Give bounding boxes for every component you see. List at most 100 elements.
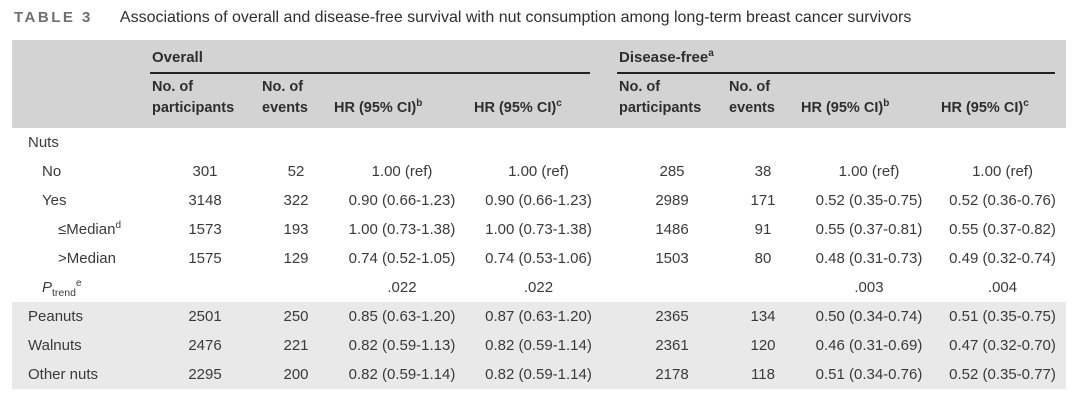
table-cell xyxy=(332,128,472,157)
group-header-disease-free: Disease-freea xyxy=(617,40,1067,74)
table-cell: 171 xyxy=(750,192,776,209)
table-cell: 0.74 (0.52-1.05) xyxy=(348,250,456,267)
results-table: Overall Disease-freea No. of participants… xyxy=(12,40,1067,389)
table-cell xyxy=(617,128,727,157)
table-row: Peanuts 2501 250 0.85 (0.63-1.20) 0.87 (… xyxy=(12,302,1067,331)
table-cell: 0.52 (0.35-0.77) xyxy=(939,360,1067,389)
table-cell: 120 xyxy=(727,331,799,360)
row-label-ptrend: Ptrende xyxy=(42,278,82,299)
row-label: >Median xyxy=(58,250,116,267)
footnote-marker: d xyxy=(115,220,121,231)
table-cell: 0.52 (0.35-0.75) xyxy=(815,192,923,209)
table-cell: 91 xyxy=(754,221,772,238)
col-header-hr-b: HR (95% CI)b xyxy=(332,74,472,128)
table-cell: 2989 xyxy=(655,192,689,209)
col-header-participants: No. of participants xyxy=(150,74,260,128)
table-cell: 0.55 (0.37-0.81) xyxy=(815,221,923,238)
footnote-marker: e xyxy=(75,278,82,289)
row-label: ≤Mediand xyxy=(58,220,121,239)
col-header-hr-b: HR (95% CI)b xyxy=(799,74,939,128)
column-spacer xyxy=(605,40,617,74)
table-cell: 285 xyxy=(659,163,685,180)
table-cell: 0.52 (0.36-0.76) xyxy=(949,192,1056,209)
column-spacer xyxy=(605,128,617,157)
table-row: Yes 3148 322 0.90 (0.66-1.23) 0.90 (0.66… xyxy=(12,186,1066,215)
group-underline: Overall xyxy=(150,50,590,74)
table-cell xyxy=(799,128,939,157)
table-cell: 0.82 (0.59-1.13) xyxy=(332,331,472,360)
table-cell xyxy=(260,128,332,157)
table-cell: 0.47 (0.32-0.70) xyxy=(939,331,1067,360)
column-spacer xyxy=(605,302,617,331)
table-cell: 2501 xyxy=(150,302,260,331)
table-cell: 193 xyxy=(283,221,309,238)
table-cell: 118 xyxy=(727,360,799,389)
table-cell: .022 xyxy=(387,279,417,296)
table-row: Other nuts 2295 200 0.82 (0.59-1.14) 0.8… xyxy=(12,360,1067,389)
table-row: ≤Mediand 1573 193 1.00 (0.73-1.38) 1.00 … xyxy=(12,215,1066,244)
table-cell: .004 xyxy=(987,279,1018,296)
group-header-overall: Overall xyxy=(150,40,605,74)
group-label: Disease-free xyxy=(619,49,709,66)
table-cell: 3148 xyxy=(188,192,222,209)
table-cell: 1486 xyxy=(655,221,689,238)
group-underline: Disease-freea xyxy=(617,48,1056,74)
table-cell: 1.00 (0.73-1.38) xyxy=(348,221,456,238)
footnote-marker: c xyxy=(556,98,562,110)
table-cell: 221 xyxy=(260,331,332,360)
table-cell xyxy=(150,128,260,157)
table-cell: 0.49 (0.32-0.74) xyxy=(949,250,1056,267)
row-label: Peanuts xyxy=(12,302,150,331)
table-cell: 1.00 (ref) xyxy=(838,163,900,180)
table-cell: 0.74 (0.53-1.06) xyxy=(485,250,592,267)
table-cell: 0.82 (0.59-1.14) xyxy=(332,360,472,389)
row-label: Walnuts xyxy=(12,331,150,360)
table-cell: 250 xyxy=(260,302,332,331)
table-cell: 1.00 (ref) xyxy=(508,163,569,180)
table-cell: 1.00 (0.73-1.38) xyxy=(485,221,592,238)
column-spacer xyxy=(605,360,617,389)
table-cell xyxy=(939,128,1066,157)
col-header-participants: No. of participants xyxy=(617,74,727,128)
column-spacer xyxy=(605,157,617,186)
table-row: >Median 1575 129 0.74 (0.52-1.05) 0.74 (… xyxy=(12,244,1066,273)
footnote-marker: a xyxy=(708,48,714,59)
table-row: Walnuts 2476 221 0.82 (0.59-1.13) 0.82 (… xyxy=(12,331,1067,360)
row-label: No xyxy=(42,163,62,180)
table-cell: 80 xyxy=(754,250,772,267)
col-header-events: No. of events xyxy=(260,74,332,128)
table-cell: 1573 xyxy=(188,221,222,238)
table-row: No 301 52 1.00 (ref) 1.00 (ref) 285 38 1… xyxy=(12,157,1066,186)
table-row-ptrend: Ptrende .022 .022 .003 .004 xyxy=(12,273,1066,302)
table-cell: 0.85 (0.63-1.20) xyxy=(332,302,472,331)
table-cell: 0.82 (0.59-1.14) xyxy=(472,360,605,389)
table-cell: 2295 xyxy=(150,360,260,389)
table-cell: 0.55 (0.37-0.82) xyxy=(949,221,1056,238)
label-column-header xyxy=(12,74,150,128)
column-header-row: No. of participants No. of events HR (95% … xyxy=(12,74,1067,128)
table-cell: 0.50 (0.34-0.74) xyxy=(799,302,939,331)
footnote-marker: b xyxy=(416,98,423,110)
table-cell: 52 xyxy=(287,163,305,180)
table-caption: TABLE 3 Associations of overall and dise… xyxy=(0,0,1080,27)
row-label: Yes xyxy=(42,192,67,209)
column-spacer xyxy=(605,186,617,215)
column-spacer xyxy=(605,244,617,273)
table-cell: 0.87 (0.63-1.20) xyxy=(472,302,605,331)
table-cell: 38 xyxy=(754,163,772,180)
table-title: Associations of overall and disease-free… xyxy=(119,9,912,26)
table-cell: 0.51 (0.35-0.75) xyxy=(939,302,1067,331)
table-cell xyxy=(260,273,332,302)
table-cell xyxy=(472,128,605,157)
table-cell: 2476 xyxy=(150,331,260,360)
table-cell xyxy=(150,273,260,302)
table-cell: 301 xyxy=(192,163,218,180)
table-cell: 1.00 (ref) xyxy=(371,163,433,180)
column-spacer xyxy=(605,74,617,128)
table-cell: 1575 xyxy=(188,250,222,267)
col-header-events: No. of events xyxy=(727,74,799,128)
table-cell: 1503 xyxy=(655,250,689,267)
column-spacer xyxy=(605,331,617,360)
col-header-hr-c: HR (95% CI)c xyxy=(939,74,1067,128)
table-cell: 134 xyxy=(727,302,799,331)
